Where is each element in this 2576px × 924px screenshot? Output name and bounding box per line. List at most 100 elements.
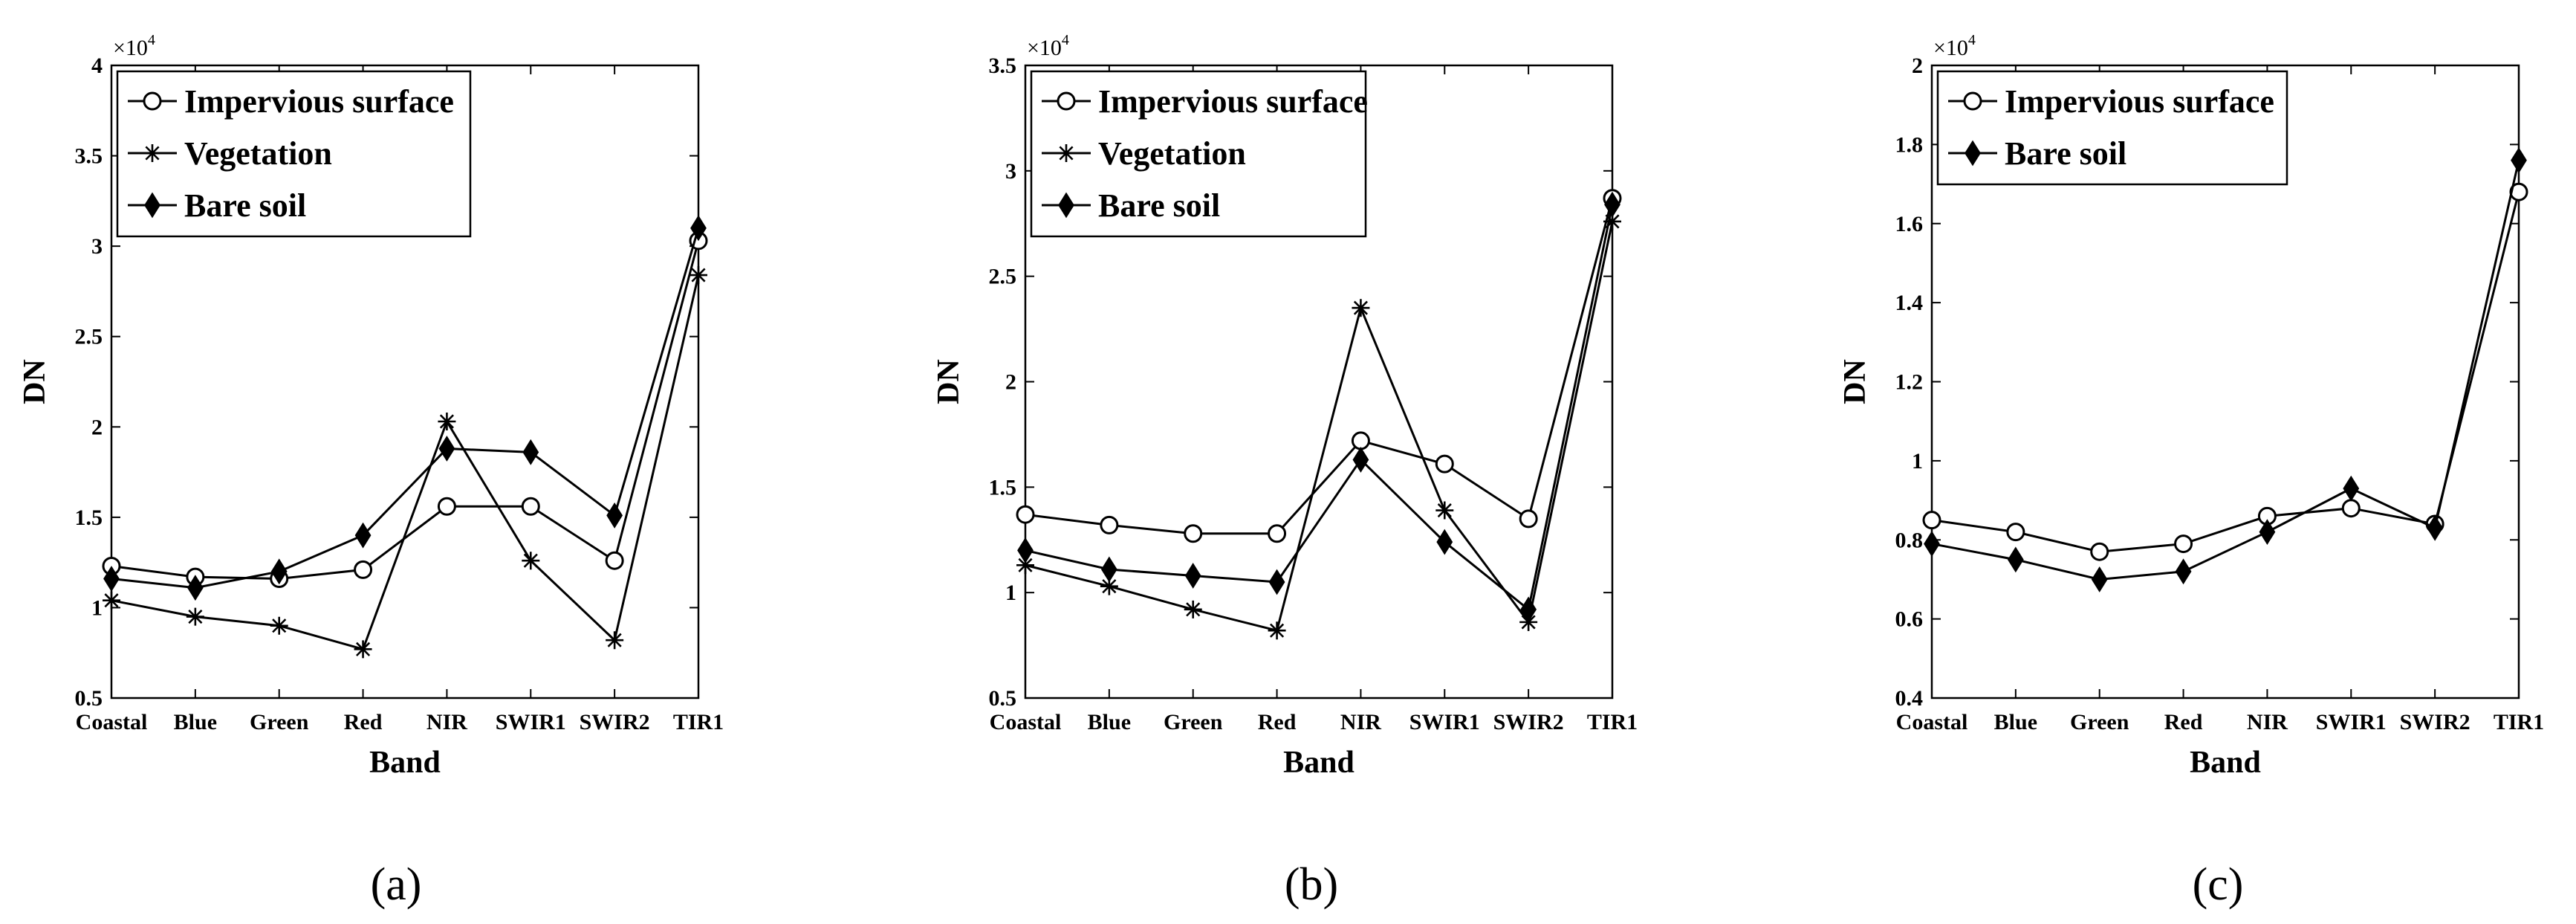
y-tick-label: 0.5	[75, 686, 103, 711]
marker-star-p0-s1-7	[690, 266, 707, 285]
marker-star-p0-s1-6	[606, 631, 624, 650]
x-tick-label: SWIR2	[2400, 710, 2470, 734]
marker-diamond-p0-s2-2	[270, 558, 288, 585]
x-tick-label: SWIR1	[496, 710, 566, 734]
y-tick-label: 1	[1005, 581, 1016, 605]
marker-star-p0-s1-0	[103, 591, 120, 610]
x-tick-label: SWIR2	[580, 710, 650, 734]
marker-circle-p2-s0-0	[1922, 511, 1941, 530]
marker-circle-p1-s0-1	[1100, 515, 1119, 534]
marker-diamond-p0-s2-0	[103, 566, 120, 592]
marker-circle-p2-s0-3	[2174, 534, 2193, 554]
x-tick-label: Red	[2164, 710, 2203, 734]
legend-label-circle: Impervious surface	[2005, 83, 2274, 120]
marker-star-p1-s1-legend	[1057, 144, 1075, 162]
series-line-circle	[1025, 198, 1614, 535]
x-tick-label: Coastal	[76, 710, 148, 734]
marker-star-p1-s1-0	[1016, 556, 1034, 575]
legend-label-circle: Impervious surface	[184, 83, 454, 120]
y-tick-label: 1.6	[1895, 212, 1924, 236]
marker-star-p0-s1-5	[522, 552, 540, 570]
marker-diamond-p2-s1-5	[2343, 475, 2360, 502]
y-exponent-label: ×104	[1027, 32, 1069, 60]
x-tick-label: Blue	[1088, 710, 1131, 734]
y-tick-label: 0.8	[1895, 528, 1924, 552]
legend-label-diamond: Bare soil	[2005, 135, 2126, 172]
marker-star-p1-s1-5	[1435, 501, 1454, 520]
marker-circle-p1-s0-3	[1268, 524, 1287, 543]
x-tick-label: NIR	[2247, 710, 2288, 734]
y-tick-label: 1	[1912, 449, 1923, 474]
marker-diamond-p0-s2-4	[438, 436, 455, 462]
series-line-diamond	[1025, 204, 1614, 612]
series-line-diamond	[1931, 160, 2520, 581]
marker-star-p0-s1-1	[186, 607, 204, 626]
marker-diamond-p1-s2-legend	[1058, 192, 1074, 219]
y-tick-label: 2.5	[75, 325, 103, 349]
series-line-diamond	[111, 227, 700, 589]
marker-circle-p1-s0-legend	[1057, 91, 1076, 111]
marker-star-p0-s1-4	[438, 412, 456, 430]
marker-circle-p1-s0-5	[1435, 454, 1454, 474]
marker-star-p0-s1-legend	[143, 144, 161, 162]
y-tick-label: 4	[91, 54, 103, 78]
marker-diamond-p2-s1-1	[2007, 546, 2024, 573]
marker-diamond-p2-s1-6	[2427, 514, 2444, 541]
y-tick-label: 3	[1005, 159, 1016, 184]
x-tick-label: Blue	[1994, 710, 2037, 734]
marker-diamond-p1-s2-7	[1604, 191, 1620, 218]
marker-diamond-p2-s1-3	[2175, 558, 2192, 585]
y-exponent-base: ×10	[1027, 36, 1062, 60]
marker-circle-p0-s0-3	[354, 560, 373, 579]
x-tick-label: SWIR2	[1493, 710, 1564, 734]
chart-panel-1: 0.5 1 1.5 2 2.5 3 3.5 4 Coastal Blue Green Red NIR SW…	[18, 32, 724, 910]
series-line-circle	[111, 240, 700, 581]
y-axis-title: DN	[18, 359, 52, 404]
x-tick-label: Red	[1258, 710, 1297, 734]
x-tick-label: Green	[2070, 710, 2129, 734]
marker-star-p0-s1-2	[270, 616, 288, 635]
y-tick-label: 2	[1005, 370, 1016, 395]
y-tick-label: 1.8	[1895, 132, 1924, 157]
marker-diamond-p2-s1-0	[1924, 531, 1940, 557]
legend-label-circle: Impervious surface	[1098, 83, 1368, 120]
y-exponent-power: 4	[1062, 32, 1069, 48]
marker-star-p1-s1-7	[1603, 212, 1621, 230]
x-tick-label: NIR	[1340, 710, 1381, 734]
marker-circle-p2-s0-1	[2006, 523, 2025, 542]
y-tick-label: 1.2	[1895, 370, 1924, 395]
y-tick-label: 2.5	[989, 265, 1017, 289]
x-tick-label: Coastal	[990, 710, 1062, 734]
chart-panel-3: 0.4 0.6 0.8 1 1.2 1.4 1.6 1.8 2 Coastal Blue Green R…	[1838, 32, 2544, 910]
marker-star-p1-s1-4	[1352, 299, 1370, 317]
series-line-circle	[1931, 191, 2520, 553]
marker-circle-p1-s0-2	[1184, 524, 1203, 543]
x-tick-label: Green	[250, 710, 309, 734]
x-tick-label: NIR	[426, 710, 467, 734]
x-tick-label: Coastal	[1896, 710, 1968, 734]
marker-diamond-p0-s2-legend	[144, 192, 160, 219]
marker-diamond-p1-s2-2	[1184, 563, 1201, 589]
legend-label-diamond: Bare soil	[1098, 187, 1220, 224]
marker-diamond-p2-s1-legend	[1965, 140, 1981, 167]
marker-diamond-p1-s2-4	[1352, 447, 1369, 473]
y-tick-label: 0.4	[1895, 686, 1924, 711]
legend-label-star: Vegetation	[184, 135, 332, 172]
marker-star-p1-s1-2	[1184, 600, 1202, 618]
x-tick-label: SWIR1	[2316, 710, 2387, 734]
legend-label-star: Vegetation	[1098, 135, 1246, 172]
marker-circle-p0-s0-5	[521, 497, 540, 516]
x-tick-label: SWIR1	[1409, 710, 1480, 734]
y-tick-label: 3.5	[75, 144, 103, 169]
series-line-star	[1025, 221, 1614, 633]
y-tick-label: 1	[91, 595, 103, 620]
y-exponent-label: ×104	[113, 32, 155, 60]
marker-diamond-p1-s2-5	[1436, 529, 1453, 555]
series-line-star	[111, 274, 700, 651]
panel-label: (a)	[371, 859, 422, 910]
x-tick-label: Red	[344, 710, 383, 734]
marker-circle-p1-s0-6	[1519, 509, 1538, 529]
x-tick-label: Green	[1164, 710, 1223, 734]
y-tick-label: 0.6	[1895, 607, 1924, 632]
